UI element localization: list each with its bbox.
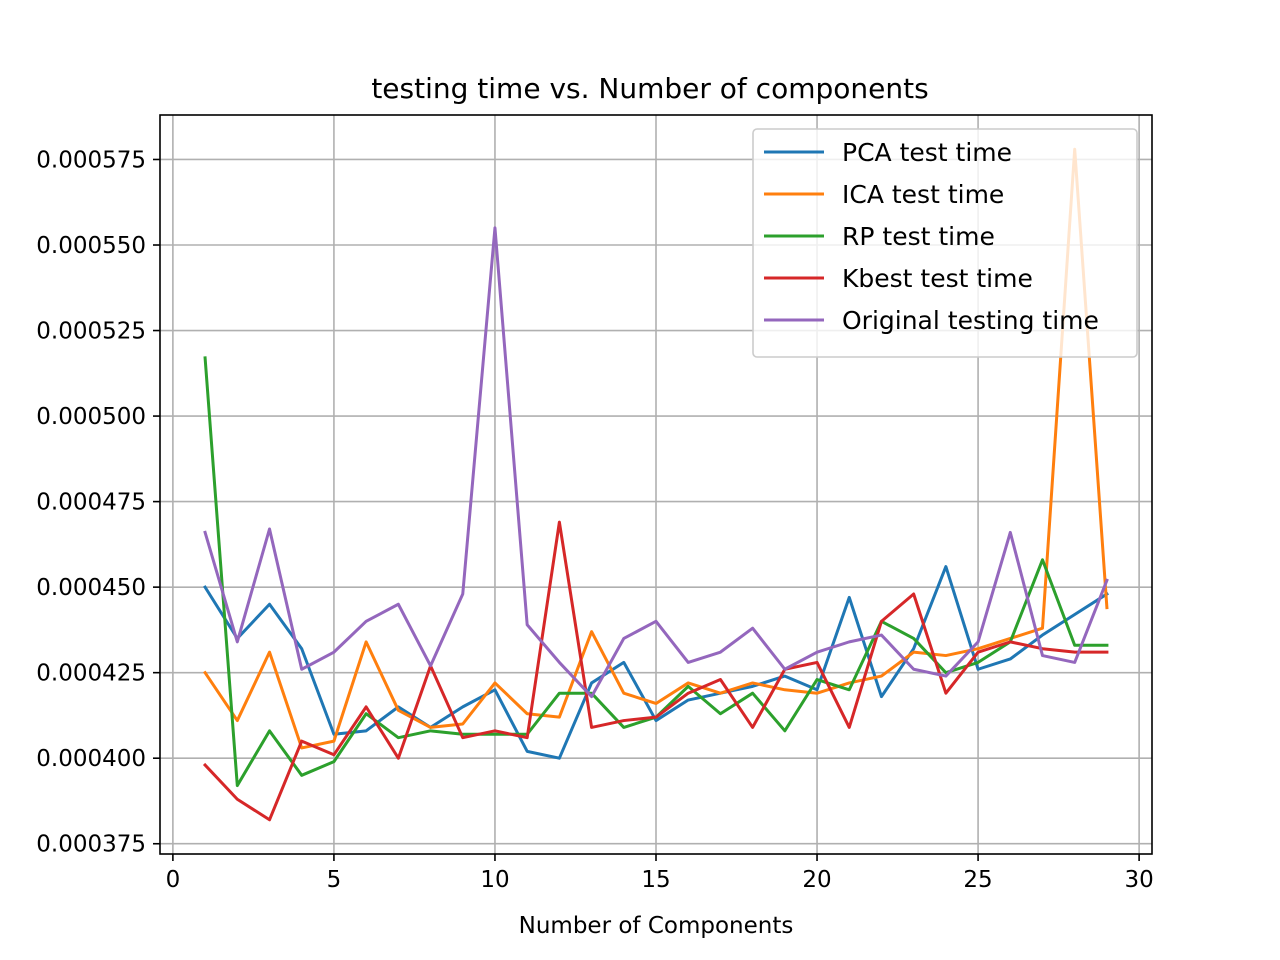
legend-label-pca-test-time: PCA test time <box>842 138 1012 167</box>
series-line-kbest-test-time <box>202 520 1109 822</box>
y-tick-label: 0.000500 <box>36 404 146 430</box>
y-tick-label: 0.000425 <box>36 661 146 687</box>
x-tick-label: 20 <box>802 867 831 893</box>
x-axis-label: Number of Components <box>519 913 794 939</box>
y-tick-label: 0.000375 <box>36 832 146 858</box>
legend-label-rp-test-time: RP test time <box>842 222 995 251</box>
legend-box <box>752 128 1138 358</box>
legend-label-kbest-test-time: Kbest test time <box>842 264 1033 293</box>
x-tick-label: 30 <box>1124 867 1153 893</box>
y-tick-label: 0.000475 <box>36 490 146 516</box>
legend-label-original-testing-time: Original testing time <box>842 306 1099 335</box>
chart-title: testing time vs. Number of components <box>371 72 928 105</box>
legend: PCA test time ICA test time RP test time Kb… <box>752 128 1138 358</box>
y-tick-label: 0.000575 <box>36 147 146 173</box>
x-tick-label: 0 <box>166 867 181 893</box>
y-tick-label: 0.000400 <box>36 746 146 772</box>
y-tick-label: 0.000450 <box>36 575 146 601</box>
series-line-original-testing-time <box>203 226 1109 699</box>
y-tick-label: 0.000550 <box>36 233 146 259</box>
x-tick-label: 25 <box>963 867 992 893</box>
axis-ticks: 0 5 10 15 20 25 30 0.000375 0.000400 0.000425 0.00… <box>36 147 1154 893</box>
x-tick-label: 15 <box>641 867 670 893</box>
series-lines <box>202 147 1109 822</box>
series-line-ica-test-time <box>203 147 1109 750</box>
legend-label-ica-test-time: ICA test time <box>842 180 1004 209</box>
y-tick-label: 0.000525 <box>36 319 146 345</box>
x-tick-label: 5 <box>327 867 342 893</box>
x-tick-label: 10 <box>480 867 509 893</box>
